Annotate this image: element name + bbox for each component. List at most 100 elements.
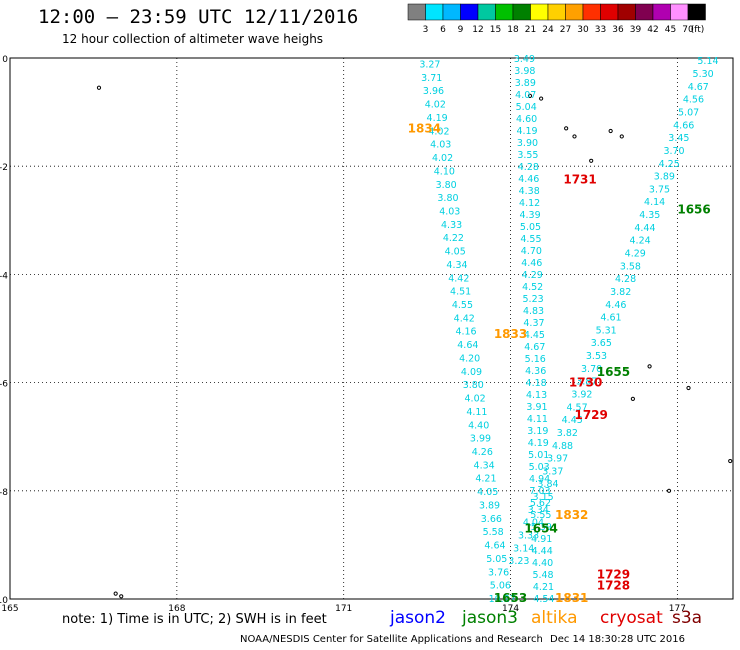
swh-value-label: 4.19 — [516, 126, 537, 137]
swh-value-label: 5.48 — [532, 570, 553, 581]
swh-value-label: 3.82 — [610, 287, 631, 298]
swh-value-label: 3.66 — [481, 514, 502, 525]
island-coastline — [96, 85, 102, 90]
latitude-tick-label: -4 — [0, 271, 8, 281]
swh-value-label: 3.80 — [463, 380, 484, 391]
swh-value-label: 4.55 — [520, 234, 541, 245]
swh-value-label: 3.37 — [542, 466, 563, 477]
pass-time-label: 1731 — [563, 173, 596, 187]
swh-value-label: 3.65 — [591, 338, 612, 349]
swh-value-label: 4.45 — [562, 415, 583, 426]
swh-value-label: 4.03 — [439, 206, 460, 217]
swh-value-label: 4.42 — [454, 313, 475, 324]
legend-level-label: 9 — [458, 25, 464, 35]
swh-value-label: 4.40 — [532, 558, 553, 569]
swh-value-label: 4.37 — [523, 318, 544, 329]
swh-value-label: 4.45 — [524, 330, 545, 341]
swh-value-label: 4.34 — [474, 460, 495, 471]
swh-value-label: 4.44 — [634, 223, 655, 234]
swh-value-label: 3.82 — [557, 428, 578, 439]
swh-value-label: 3.71 — [421, 73, 442, 84]
swh-value-label: 4.19 — [528, 438, 549, 449]
longitude-tick-label: 168 — [168, 604, 185, 614]
legend-level-label: 70 — [682, 25, 694, 35]
pass-time-label: 1729 — [574, 408, 607, 422]
swh-value-label: 4.40 — [468, 420, 489, 431]
island-coastline — [527, 93, 533, 98]
swh-value-label: 4.26 — [472, 447, 493, 458]
swh-value-label: 3.76 — [488, 567, 509, 578]
pass-time-label: 1832 — [555, 508, 588, 522]
swh-value-label: 4.16 — [455, 327, 476, 338]
swh-value-label: 5.31 — [596, 325, 617, 336]
island-coastline — [728, 458, 733, 464]
swh-value-label: 4.54 — [533, 594, 554, 605]
swh-value-label: 7.03 — [529, 486, 550, 497]
swh-value-label: 4.46 — [605, 300, 626, 311]
swh-value-label: 4.34 — [446, 260, 467, 271]
island-coastline — [572, 134, 577, 139]
swh-value-label: 4.35 — [639, 210, 660, 221]
swh-value-label: 4.02 — [425, 100, 446, 111]
island-coastline — [608, 128, 613, 134]
satellite-name: s3a — [672, 608, 703, 628]
island-coastline — [686, 385, 691, 391]
swh-value-label: 4.28 — [615, 274, 636, 285]
swh-value-label: 4.12 — [519, 198, 540, 209]
swh-value-label: 5.04 — [516, 102, 537, 113]
color-legend: 3 6 9 12 15 18 21 24 27 30 33 36 39 42 45 70(ft) — [407, 3, 706, 35]
swh-value-label: 5.39 — [531, 522, 552, 533]
swh-value-label: 4.25 — [659, 159, 680, 170]
island-coastline — [619, 134, 624, 139]
swh-value-label: 3.90 — [517, 138, 538, 149]
swh-value-label: 4.10 — [434, 166, 455, 177]
swh-value-label: 4.28 — [518, 162, 539, 173]
swh-value-label: 5.14 — [697, 56, 718, 67]
legend-unit-label: (ft) — [691, 25, 705, 35]
swh-value-label: 5.16 — [525, 354, 546, 365]
longitude-tick-label: 174 — [502, 604, 519, 614]
longitude-tick-label: 171 — [335, 604, 352, 614]
swh-value-label: 5.07 — [678, 108, 699, 119]
swh-value-label: 3.70 — [663, 146, 684, 157]
island-coastline — [666, 488, 672, 493]
latitude-tick-label: -6 — [0, 380, 8, 390]
longitude-tick-label: 177 — [669, 604, 686, 614]
legend-level-label: 15 — [490, 25, 501, 35]
swh-value-label: 4.57 — [566, 402, 587, 413]
swh-value-label: 4.04 — [523, 518, 544, 529]
swh-value-label: 3.53 — [586, 351, 607, 362]
island-coastline — [564, 126, 569, 131]
pass-time-label: 1656 — [677, 202, 710, 216]
swh-value-label: 4.64 — [484, 541, 505, 552]
swh-value-label: 5.30 — [693, 69, 714, 80]
swh-value-label: 4.55 — [452, 300, 473, 311]
swh-value-label: 3.49 — [514, 54, 535, 65]
swh-value-label: 4.36 — [525, 366, 546, 377]
pass-time-label: 1653 — [494, 591, 527, 605]
island-coastline — [119, 594, 124, 599]
longitude-tick-label: 165 — [1, 604, 18, 614]
generated-timestamp: Dec 14 18:30:28 UTC 2016 — [550, 634, 685, 645]
swh-value-label: 4.46 — [518, 174, 539, 185]
page-subtitle: 12 hour collection of altimeter wave hei… — [62, 32, 324, 46]
swh-value-label: 4.29 — [522, 270, 543, 281]
swh-value-label: 3.15 — [533, 492, 554, 503]
legend-level-label: 18 — [507, 25, 519, 35]
swh-value-label: 4.66 — [673, 120, 694, 131]
pass-time-label: 1729 — [597, 568, 630, 582]
swh-value-label: 4.02 — [428, 126, 449, 137]
swh-value-label: 4.02 — [465, 394, 486, 405]
island-coastline — [113, 591, 118, 596]
swh-value-label: 4.07 — [515, 90, 536, 101]
legend-level-label: 6 — [440, 25, 446, 35]
swh-value-label: 4.21 — [475, 474, 496, 485]
swh-value-label: 5.58 — [483, 527, 504, 538]
swh-value-label: 3.91 — [526, 402, 547, 413]
legend-level-label: 45 — [665, 25, 676, 35]
legend-level-label: 30 — [577, 25, 589, 35]
swh-value-label: 3.33 — [518, 530, 539, 541]
swh-value-label: 5.05 — [520, 222, 541, 233]
swh-value-label: 5.06 — [490, 581, 511, 592]
